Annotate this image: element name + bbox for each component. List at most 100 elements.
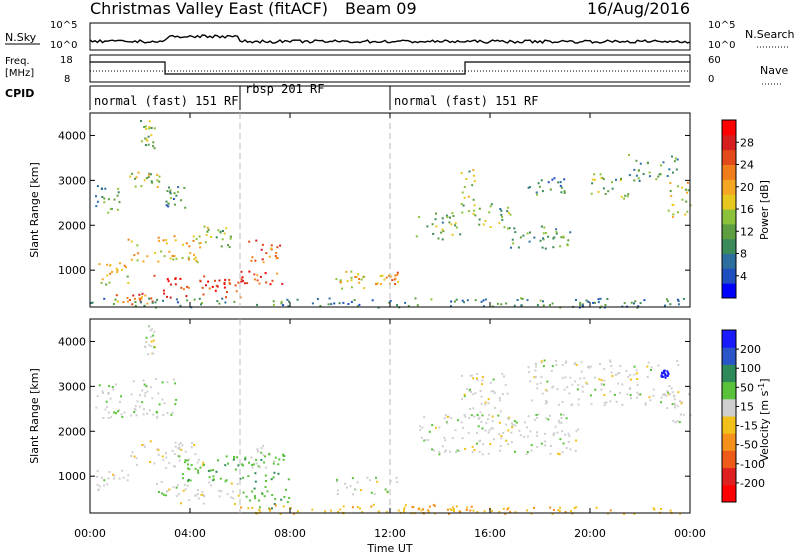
power-cell: [672, 213, 675, 216]
velocity-cell: [242, 464, 244, 467]
power-colorbar-swatch: [722, 238, 736, 254]
power-cell: [166, 295, 168, 298]
velocity-y-tick-label: 2000: [58, 425, 86, 438]
velocity-cell: [580, 370, 583, 373]
velocity-cell: [174, 441, 177, 444]
velocity-cell: [112, 388, 115, 391]
velocity-cell: [567, 432, 570, 435]
power-cell: [385, 276, 388, 279]
velocity-cell: [577, 398, 580, 401]
velocity-cell: [133, 407, 136, 410]
velocity-cell: [629, 388, 632, 390]
velocity-cell: [359, 507, 361, 510]
power-cell: [140, 120, 142, 122]
power-cell: [91, 301, 94, 304]
power-cell: [95, 205, 98, 208]
velocity-cell: [282, 458, 285, 461]
velocity-cell: [589, 394, 592, 397]
velocity-cell: [255, 462, 258, 465]
velocity-cell: [264, 466, 267, 469]
velocity-cell: [361, 511, 364, 514]
velocity-cell: [603, 404, 606, 407]
power-cell: [152, 141, 155, 144]
power-cell: [371, 299, 374, 302]
velocity-cell: [233, 503, 236, 505]
velocity-cell: [272, 462, 275, 465]
power-cell: [591, 182, 594, 185]
velocity-cell: [175, 398, 178, 401]
power-cell: [272, 300, 275, 303]
power-cell: [214, 279, 216, 282]
velocity-cell: [130, 455, 133, 457]
power-cell: [418, 216, 421, 219]
power-colorbar-swatch: [722, 209, 736, 225]
power-cell: [516, 299, 519, 301]
velocity-cell: [543, 432, 546, 435]
power-cell: [335, 278, 338, 281]
velocity-cell: [370, 491, 373, 494]
velocity-cell: [571, 383, 574, 386]
velocity-cell: [557, 509, 560, 512]
velocity-cell: [97, 489, 100, 492]
power-cell: [121, 268, 123, 271]
power-cell: [552, 237, 555, 240]
velocity-cell: [504, 383, 507, 386]
power-cell: [669, 190, 672, 192]
velocity-colorbar-swatch: [722, 484, 736, 503]
velocity-cell: [556, 388, 559, 391]
power-cell: [474, 214, 477, 217]
velocity-cell: [120, 395, 122, 398]
power-cell: [156, 186, 159, 188]
power-cell: [559, 245, 562, 248]
velocity-cell: [233, 456, 236, 459]
power-panel: Slant Range [km] 1000 2000 3000 4000 4 8 12 16…: [28, 112, 771, 309]
power-cell: [228, 278, 231, 281]
power-cell: [639, 162, 642, 165]
velocity-cell: [614, 373, 617, 376]
velocity-cell: [484, 429, 487, 432]
velocity-cell: [127, 474, 130, 477]
velocity-cell: [171, 411, 174, 414]
power-cell: [536, 193, 539, 196]
velocity-cell: [273, 461, 276, 464]
power-cell: [473, 204, 476, 207]
velocity-cell: [546, 401, 548, 404]
velocity-cell: [254, 480, 257, 483]
velocity-cell: [534, 375, 537, 378]
power-cell: [512, 242, 515, 245]
power-cell: [95, 195, 97, 198]
velocity-cell: [428, 505, 431, 508]
velocity-cell: [629, 394, 632, 397]
velocity-cell: [552, 434, 555, 437]
velocity-cell: [285, 488, 287, 491]
velocity-cell: [266, 490, 269, 493]
power-cell: [637, 169, 640, 172]
velocity-cell: [662, 375, 665, 378]
power-cell: [145, 128, 148, 130]
power-cell: [198, 242, 201, 245]
power-cell: [221, 238, 224, 241]
velocity-cell: [478, 416, 481, 419]
power-cell: [559, 181, 562, 184]
velocity-cell: [569, 448, 572, 451]
power-cell: [224, 278, 227, 281]
power-cell: [528, 240, 531, 243]
velocity-heatmap: [95, 325, 692, 515]
power-cell: [173, 235, 176, 238]
power-cell: [260, 248, 263, 251]
power-cell: [685, 200, 688, 203]
power-cell: [507, 211, 510, 214]
power-cell: [551, 302, 554, 305]
velocity-cell: [190, 446, 193, 449]
power-cell: [146, 139, 149, 142]
power-cell: [243, 282, 246, 285]
velocity-cell: [515, 421, 518, 424]
velocity-cell: [527, 415, 530, 418]
power-cell: [509, 213, 512, 216]
velocity-cell: [644, 402, 647, 405]
velocity-cell: [481, 376, 484, 379]
power-cell: [157, 236, 160, 239]
velocity-cell: [464, 448, 467, 450]
velocity-cell: [176, 484, 179, 487]
velocity-cell: [481, 453, 484, 456]
